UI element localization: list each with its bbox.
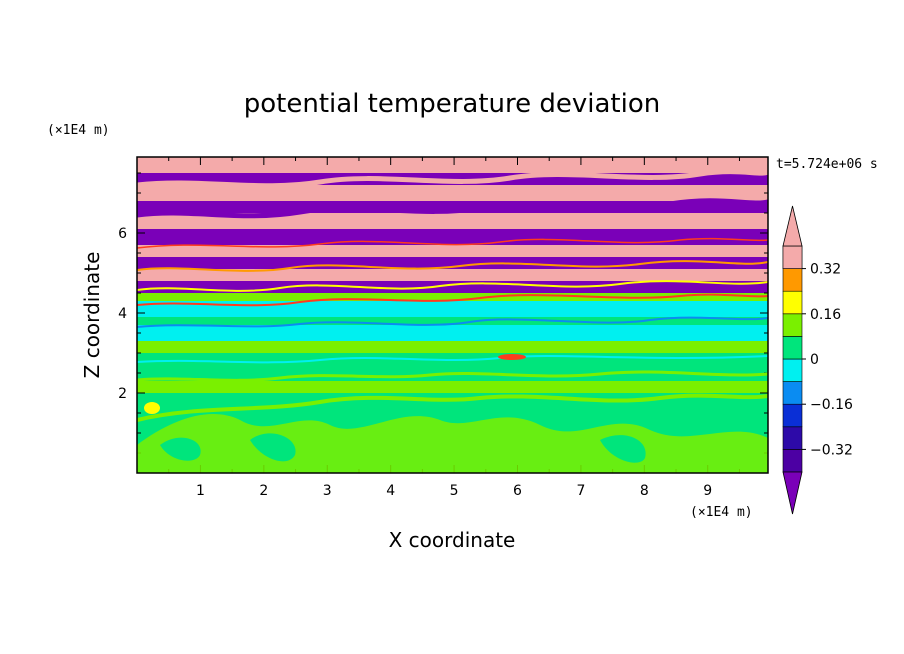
band-mid-cyan-b — [137, 301, 768, 317]
y-tick-label: 2 — [118, 386, 127, 402]
lower-green-blob-a — [160, 437, 201, 461]
lower-green-blob-b — [250, 433, 296, 462]
colorbar-tick-label: 0 — [810, 352, 819, 368]
band-stripe-6 — [137, 213, 768, 229]
y-unit-label: (×1E4 m) — [47, 123, 110, 138]
red-wave-1 — [137, 293, 768, 307]
yellow-spot — [144, 402, 160, 414]
chart-title: potential temperature deviation — [244, 89, 660, 119]
band-mid-cyan-a — [137, 325, 768, 341]
purple-wave-1 — [137, 198, 768, 219]
colorbar-tick-label: −0.16 — [810, 397, 853, 413]
x-tick-label: 6 — [513, 483, 522, 499]
colorbar-over-triangle — [782, 205, 803, 247]
colorbar-tick-label: 0.32 — [810, 262, 841, 278]
orange-wave — [137, 260, 768, 272]
colorbar-tick-label: 0.16 — [810, 307, 841, 323]
band-stripe-1 — [137, 281, 768, 293]
colorbar-segment — [782, 449, 803, 473]
red-spot — [498, 354, 526, 360]
band-mid-green — [137, 317, 768, 325]
band-mid-lime — [137, 341, 768, 353]
colorbar-segment — [782, 403, 803, 428]
x-tick-label: 7 — [576, 483, 585, 499]
y-axis-label: Z coordinate — [80, 252, 104, 379]
lime-wave-2 — [137, 370, 768, 382]
time-label: t=5.724e+06 s — [776, 157, 878, 172]
red-wave-2 — [137, 237, 768, 249]
lower-green-blob-c — [600, 435, 646, 463]
colorbar-segment — [782, 290, 803, 315]
x-tick-label: 3 — [323, 483, 332, 499]
band-stripe-2 — [137, 269, 768, 281]
band-upper-lime — [137, 293, 768, 301]
colorbar-segment — [782, 313, 803, 337]
plot-field — [137, 157, 768, 473]
lower-lime-blob — [137, 414, 768, 473]
colorbar-under-triangle — [782, 471, 803, 515]
colorbar-segment — [782, 336, 803, 360]
yellow-wave — [137, 280, 768, 292]
x-unit-label: (×1E4 m) — [690, 505, 753, 520]
colorbar-segment — [782, 358, 803, 382]
colorbar-segment — [782, 245, 803, 269]
blue-wave — [137, 316, 768, 328]
colorbar: 0.32 0.16 0 −0.16 −0.32 — [782, 205, 853, 515]
colorbar-tick-label: −0.32 — [810, 442, 853, 458]
lime-wave-1 — [137, 393, 768, 422]
plot-frame — [136, 156, 769, 474]
colorbar-segment — [782, 381, 803, 405]
band-stripe-7 — [137, 201, 768, 213]
cyan-wave — [137, 355, 768, 364]
y-tick-label: 6 — [118, 226, 127, 242]
band-stripe-4 — [137, 245, 768, 257]
band-stripe-8 — [137, 185, 768, 201]
x-axis-label: X coordinate — [389, 528, 516, 552]
x-tick-label: 8 — [640, 483, 649, 499]
x-tick-label: 1 — [196, 483, 205, 499]
x-tick-label: 4 — [386, 483, 395, 499]
pink-wave-1 — [137, 169, 768, 189]
x-tick-label: 2 — [259, 483, 268, 499]
field-texture — [137, 169, 768, 473]
x-tick-label: 9 — [703, 483, 712, 499]
band-stripe-5 — [137, 229, 768, 245]
x-tick-label: 5 — [450, 483, 459, 499]
colorbar-segment — [782, 426, 803, 450]
band-stripe-10 — [137, 157, 768, 173]
band-lower-lime — [137, 381, 768, 393]
y-tick-label: 4 — [118, 306, 127, 322]
colorbar-segment — [782, 268, 803, 292]
